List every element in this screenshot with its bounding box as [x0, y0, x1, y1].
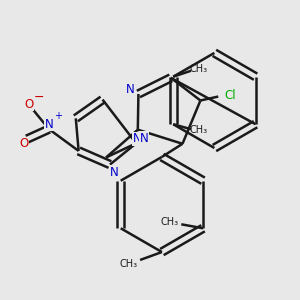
Text: N: N: [126, 82, 135, 95]
Text: CH₃: CH₃: [160, 217, 178, 227]
Text: CH₃: CH₃: [119, 259, 137, 269]
Text: O: O: [20, 137, 29, 151]
Text: CH₃: CH₃: [190, 125, 208, 135]
Text: +: +: [54, 111, 62, 121]
Text: Cl: Cl: [224, 89, 236, 102]
Text: N: N: [110, 166, 118, 179]
Text: CH₃: CH₃: [190, 64, 208, 74]
Text: −: −: [34, 91, 44, 104]
Text: N: N: [44, 118, 53, 131]
Text: N: N: [132, 132, 141, 145]
Text: N: N: [140, 132, 148, 145]
Text: O: O: [25, 98, 34, 111]
